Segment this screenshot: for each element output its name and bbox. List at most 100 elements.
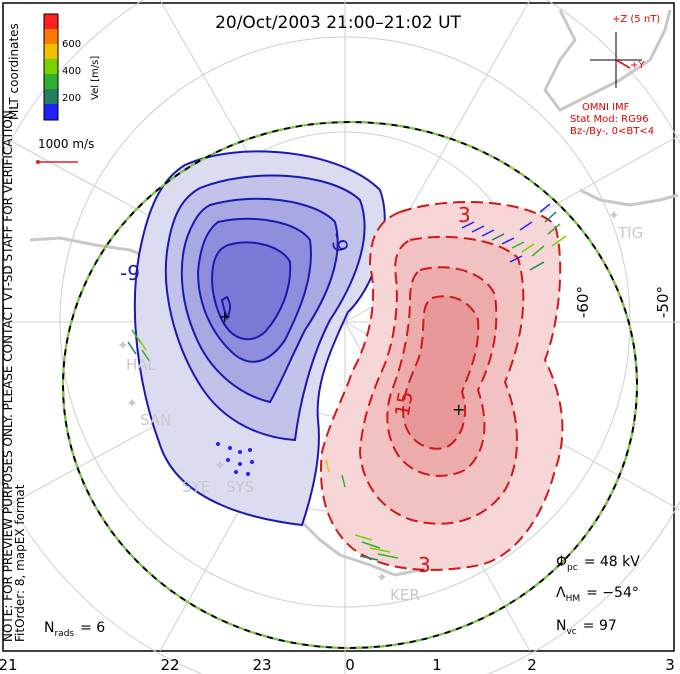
lambda-value: = −54° bbox=[586, 585, 639, 601]
positive-contour-4 bbox=[402, 295, 480, 450]
negative-minimum-marker: + bbox=[218, 307, 231, 326]
station-label-ker: KER bbox=[390, 586, 420, 604]
colorbar-segment bbox=[44, 29, 58, 44]
nrads-readout: Nrads = 6 bbox=[44, 620, 105, 639]
lat-label-50: -50° bbox=[654, 286, 672, 318]
phi-symbol: Φ bbox=[556, 554, 567, 570]
vector-dot bbox=[248, 448, 252, 452]
negative-contour-label-a: -9 bbox=[120, 261, 140, 285]
station-label-tig: TIG bbox=[617, 224, 643, 242]
imf-z-label: +Z (5 nT) bbox=[612, 14, 660, 25]
vector bbox=[461, 221, 475, 229]
mlt-label-1: 1 bbox=[432, 656, 442, 674]
plot-frame bbox=[2, 2, 675, 652]
negative-contour-label-b: -9 bbox=[326, 230, 353, 254]
vector bbox=[369, 547, 391, 553]
vector bbox=[359, 555, 379, 561]
nvc-symbol: N bbox=[556, 618, 566, 634]
imf-condition: Bz-/By-, 0<BT<4 bbox=[570, 126, 654, 137]
vector bbox=[531, 245, 545, 257]
vector bbox=[539, 203, 551, 213]
vector-group-left bbox=[127, 329, 151, 363]
negative-contour-core bbox=[220, 295, 231, 321]
velocity-colorbar: 600 400 200 Vel [m/s] bbox=[43, 13, 101, 121]
lat-label-60: -60° bbox=[574, 286, 592, 318]
vector bbox=[141, 349, 151, 363]
colorbar-tick-200: 200 bbox=[62, 93, 81, 104]
coastline-bottom bbox=[298, 518, 421, 577]
vector-dot bbox=[238, 462, 242, 466]
vector-scale-origin bbox=[36, 160, 40, 164]
mlt-label-0: 0 bbox=[345, 656, 355, 674]
station-marker: ✦ bbox=[126, 396, 138, 412]
colorbar-segment bbox=[44, 74, 58, 89]
vector bbox=[471, 225, 485, 233]
station-marker: ✦ bbox=[608, 208, 620, 224]
station-marker: ✦ bbox=[376, 570, 388, 586]
lambda-symbol: Λ bbox=[556, 585, 566, 601]
imf-y-label: +Y bbox=[630, 60, 645, 71]
station-label-sye: SYE bbox=[182, 478, 210, 496]
vector-group-upper-right bbox=[461, 203, 567, 271]
station-label-hal: HAL bbox=[126, 356, 157, 374]
map-title: 20/Oct/2003 21:00–21:02 UT bbox=[215, 13, 461, 33]
vector bbox=[551, 235, 567, 247]
nrads-symbol: N bbox=[44, 620, 54, 636]
station-label-sys: SYS bbox=[226, 478, 254, 496]
vector-dots-sye-sys bbox=[216, 442, 254, 476]
vector-scale: 1000 m/s bbox=[36, 137, 94, 164]
vector-dot bbox=[216, 442, 220, 446]
colorbar-tick-400: 400 bbox=[62, 66, 81, 77]
station-tig: ✦ TIG bbox=[608, 208, 643, 242]
vector bbox=[547, 223, 561, 235]
positive-contour-label-c: 3 bbox=[418, 553, 431, 577]
vector-dot bbox=[228, 446, 232, 450]
vector-group-bottom bbox=[354, 534, 399, 561]
vector bbox=[521, 243, 535, 253]
coastline-right bbox=[579, 188, 679, 207]
stations: ✦ HAL ✦ SAN ✦ SYE SYS ✦ KER ✦ TIG bbox=[117, 208, 643, 604]
negative-cell: -9 -9 + bbox=[120, 150, 386, 527]
mlt-label-23: 23 bbox=[252, 656, 271, 674]
mlt-label-22: 22 bbox=[160, 656, 179, 674]
station-sye-sys: ✦ SYE SYS bbox=[182, 458, 254, 496]
colorbar-segment bbox=[44, 44, 58, 59]
vector-dot bbox=[250, 460, 254, 464]
negative-contour-5 bbox=[211, 241, 292, 341]
hm-boundary-dashes bbox=[62, 121, 638, 649]
nrads-subscript: rads bbox=[54, 629, 74, 639]
lambda-subscript: HM bbox=[566, 594, 581, 604]
imf-vector bbox=[615, 59, 631, 69]
vector bbox=[509, 255, 523, 263]
station-ker: ✦ KER bbox=[376, 570, 420, 604]
vector-scale-label: 1000 m/s bbox=[38, 137, 94, 151]
vector-group-center bbox=[325, 459, 346, 488]
positive-cell: 3 15 3 + bbox=[319, 201, 564, 577]
imf-model: Stat Mod: RG96 bbox=[570, 114, 649, 125]
nvc-readout: Nvc = 97 bbox=[556, 618, 617, 637]
positive-maximum-marker: + bbox=[452, 400, 465, 419]
coastline-top-right bbox=[543, 9, 672, 112]
coordinates-label: MLT coordinates bbox=[7, 23, 21, 120]
nrads-value: = 6 bbox=[80, 620, 105, 636]
vector bbox=[529, 261, 545, 271]
nvc-value: = 97 bbox=[583, 618, 617, 634]
station-label-san: SAN bbox=[140, 411, 171, 429]
positive-contour-label-a: 3 bbox=[458, 203, 471, 227]
station-hal: ✦ HAL bbox=[117, 338, 157, 374]
colorbar-unit-label: Vel [m/s] bbox=[90, 56, 101, 100]
colorbar-segment bbox=[44, 89, 58, 104]
vector bbox=[501, 237, 515, 245]
mlt-label-21: 21 bbox=[0, 656, 18, 674]
vector bbox=[354, 534, 373, 541]
vector bbox=[511, 241, 525, 249]
mlt-label-3: 3 bbox=[665, 656, 675, 674]
preview-notice: NOTE: FOR PREVIEW PURPOSES ONLY. PLEASE … bbox=[1, 106, 15, 642]
vector bbox=[519, 221, 533, 231]
imf-panel: +Z (5 nT) +Y OMNI IMF Stat Mod: RG96 Bz-… bbox=[570, 14, 660, 137]
imf-source: OMNI IMF bbox=[582, 102, 630, 113]
vector bbox=[361, 541, 381, 549]
mlt-axis: 21 22 23 0 1 2 3 bbox=[0, 656, 675, 674]
colorbar-segment bbox=[44, 59, 58, 74]
mlt-label-2: 2 bbox=[527, 656, 537, 674]
